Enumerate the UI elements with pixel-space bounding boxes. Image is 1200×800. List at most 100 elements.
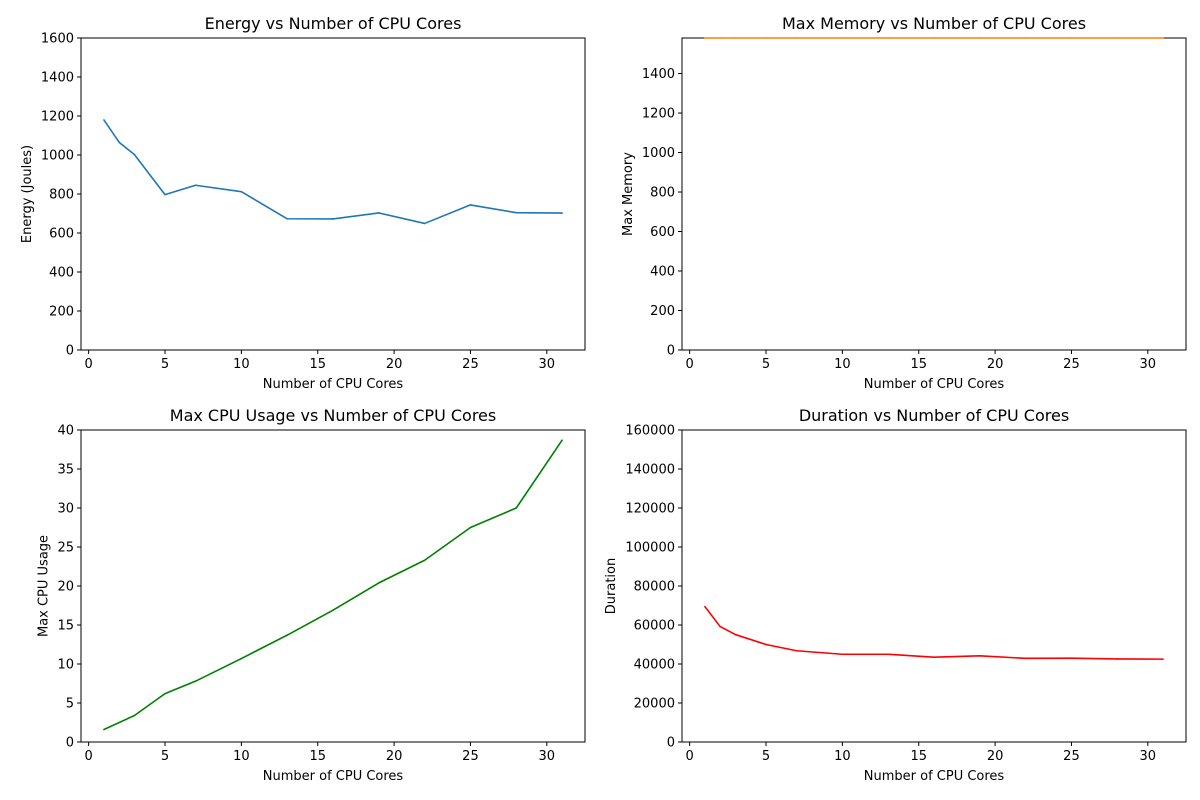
plot-frame xyxy=(80,37,586,351)
data-point xyxy=(378,582,380,584)
data-point xyxy=(118,141,120,144)
chart-title: Max Memory vs Number of CPU Cores xyxy=(782,14,1086,33)
x-tick-label: 10 xyxy=(834,749,851,764)
data-point xyxy=(561,439,563,441)
data-point xyxy=(103,728,105,731)
y-tick-label: 400 xyxy=(650,265,675,280)
y-tick-label: 120000 xyxy=(625,502,675,517)
x-tick-label: 20 xyxy=(987,357,1004,372)
plot-frame xyxy=(681,37,1187,351)
data-point xyxy=(423,222,426,225)
data-point xyxy=(164,692,166,695)
y-tick-label: 160000 xyxy=(625,424,675,439)
chart-panel-3: 0 5 10 15 20 25 30 0 5 10 15 20 25 30 35 40 Max CPU Usag… xyxy=(36,406,586,784)
x-tick-label: 25 xyxy=(462,357,479,372)
y-tick-label: 800 xyxy=(49,188,74,203)
y-tick-label: 600 xyxy=(49,227,74,242)
data-point xyxy=(332,218,334,220)
x-axis-label: Number of CPU Cores xyxy=(263,769,404,784)
data-point xyxy=(194,680,197,682)
y-tick-label: 140000 xyxy=(625,463,675,478)
data-point xyxy=(1070,37,1073,39)
y-axis-label: Max CPU Usage xyxy=(36,535,51,637)
x-tick-label: 20 xyxy=(386,357,403,372)
data-point xyxy=(719,37,721,39)
data-point xyxy=(979,37,981,39)
data-point xyxy=(194,184,197,187)
data-point xyxy=(286,634,288,636)
chart-title: Duration vs Number of CPU Cores xyxy=(799,406,1069,425)
chart-panel-4: 0 5 10 15 20 25 30 0 20000 40000 60000 80000 100000 1… xyxy=(604,406,1187,784)
x-tick-label: 20 xyxy=(386,749,403,764)
y-tick-label: 80000 xyxy=(634,580,675,595)
data-point xyxy=(469,526,472,529)
chart-title: Max CPU Usage vs Number of CPU Cores xyxy=(170,406,496,425)
x-tick-label: 30 xyxy=(1140,357,1157,372)
data-point xyxy=(1070,657,1073,659)
data-point xyxy=(734,37,737,39)
x-tick-label: 0 xyxy=(84,357,92,372)
data-point xyxy=(133,714,136,717)
data-point xyxy=(841,37,844,39)
y-axis-label: Duration xyxy=(604,558,619,614)
data-point xyxy=(765,643,767,646)
y-tick-label: 10 xyxy=(57,658,74,673)
x-tick-label: 30 xyxy=(539,357,556,372)
chart-title: Energy vs Number of CPU Cores xyxy=(205,14,462,33)
y-tick-label: 5 xyxy=(66,697,74,712)
y-tick-label: 35 xyxy=(57,463,74,478)
y-tick-label: 30 xyxy=(57,502,74,517)
data-point xyxy=(240,190,243,193)
x-tick-label: 30 xyxy=(539,749,556,764)
data-point xyxy=(332,609,334,611)
x-tick-label: 30 xyxy=(1140,749,1157,764)
chart-panel-1: 0 5 10 15 20 25 30 0 200 400 600 800 1000 1200 1400 160… xyxy=(20,14,586,392)
x-tick-label: 25 xyxy=(1063,749,1080,764)
x-tick-label: 10 xyxy=(834,357,851,372)
y-tick-label: 1400 xyxy=(41,71,74,86)
x-axis-label: Number of CPU Cores xyxy=(864,769,1005,784)
data-point xyxy=(164,193,166,196)
x-tick-label: 5 xyxy=(161,357,169,372)
data-point xyxy=(286,217,288,220)
y-tick-label: 100000 xyxy=(625,541,675,556)
data-point xyxy=(133,153,136,156)
x-tick-label: 5 xyxy=(762,357,770,372)
data-point xyxy=(515,507,518,509)
series-line xyxy=(103,439,563,731)
y-tick-label: 1400 xyxy=(642,67,675,82)
data-point xyxy=(103,119,105,121)
y-tick-label: 0 xyxy=(66,344,74,359)
y-tick-label: 15 xyxy=(57,619,74,634)
data-point xyxy=(795,649,798,652)
x-tick-label: 10 xyxy=(233,749,250,764)
y-tick-label: 600 xyxy=(650,225,675,240)
y-tick-label: 1200 xyxy=(41,110,74,125)
x-tick-label: 25 xyxy=(462,749,479,764)
x-tick-label: 15 xyxy=(910,357,927,372)
x-tick-label: 0 xyxy=(685,749,693,764)
y-tick-label: 60000 xyxy=(634,619,675,634)
data-point xyxy=(1116,658,1119,660)
series-line xyxy=(704,606,1164,660)
data-point xyxy=(795,37,798,39)
y-tick-label: 1200 xyxy=(642,107,675,122)
data-point xyxy=(1024,37,1027,39)
y-tick-label: 25 xyxy=(57,541,74,556)
y-axis-label: Energy (Joules) xyxy=(20,145,35,243)
data-point xyxy=(561,212,563,214)
x-tick-label: 0 xyxy=(685,357,693,372)
chart-panel-2: 0 5 10 15 20 25 30 0 200 400 600 800 1000 1200 1400 Max… xyxy=(621,14,1187,392)
x-tick-label: 15 xyxy=(309,749,326,764)
y-tick-label: 800 xyxy=(650,186,675,201)
data-point xyxy=(841,653,844,656)
x-axis-label: Number of CPU Cores xyxy=(263,377,404,392)
data-point xyxy=(704,605,706,608)
y-axis-label: Max Memory xyxy=(621,152,636,236)
data-point xyxy=(887,653,889,656)
data-point xyxy=(469,204,472,206)
plot-frame xyxy=(681,429,1187,743)
x-tick-label: 20 xyxy=(987,749,1004,764)
x-tick-label: 15 xyxy=(910,749,927,764)
